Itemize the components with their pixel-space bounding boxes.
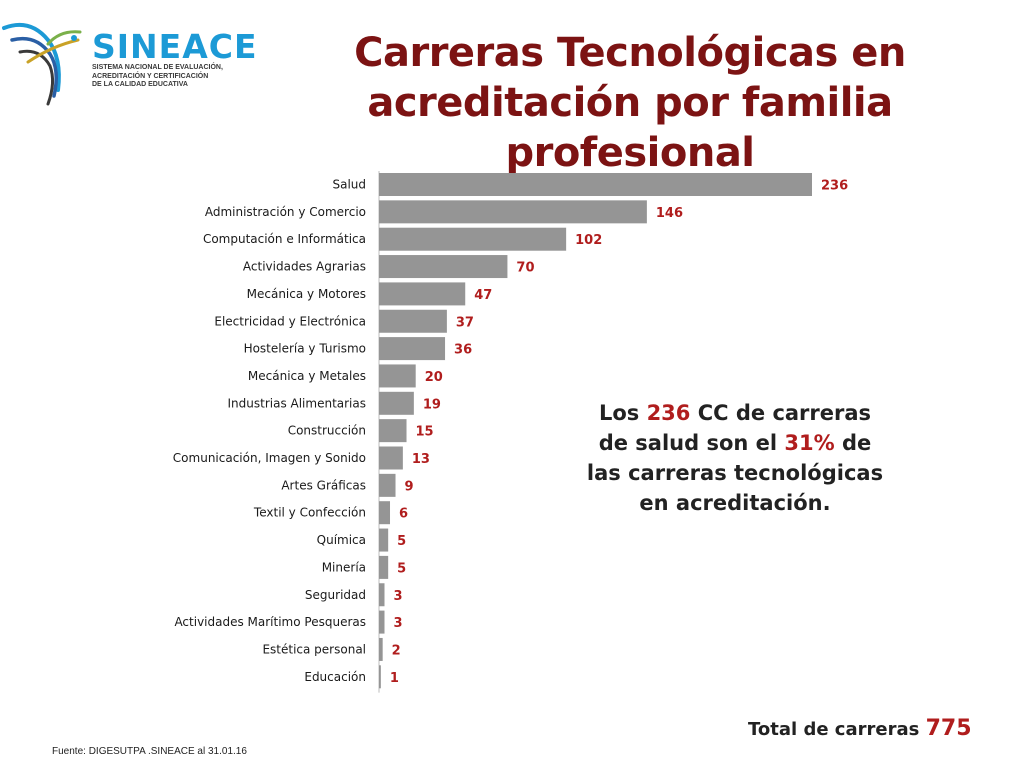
category-label: Educación — [304, 670, 366, 684]
category-label: Seguridad — [305, 588, 366, 602]
note-highlight-count: 236 — [646, 401, 691, 425]
bar — [379, 419, 407, 443]
category-label: Administración y Comercio — [205, 205, 366, 219]
value-label: 13 — [412, 452, 430, 467]
value-label: 1 — [390, 671, 399, 686]
note-text: de las carreras tecnológicas en acredita… — [586, 431, 884, 515]
logo-subtitle-line: SISTEMA NACIONAL DE EVALUACIÓN, — [92, 64, 223, 71]
note-highlight-percent: 31% — [784, 431, 835, 455]
value-label: 236 — [821, 179, 848, 194]
category-label: Textil y Confección — [253, 506, 366, 520]
bar — [379, 637, 383, 661]
bar — [379, 610, 385, 634]
category-label: Estética personal — [262, 642, 366, 656]
logo-subtitle-line: ACREDITACIÓN Y CERTIFICACIÓN — [92, 72, 209, 80]
note-text: Los — [598, 401, 647, 425]
bar — [379, 282, 466, 306]
category-label: Artes Gráficas — [281, 478, 366, 492]
bar — [379, 446, 403, 470]
value-label: 15 — [416, 425, 434, 440]
bar — [379, 255, 508, 279]
bar — [379, 528, 389, 552]
value-label: 20 — [425, 370, 443, 385]
slide-title: Carreras Tecnológicas en acreditación po… — [354, 30, 906, 176]
bar — [379, 501, 391, 525]
bar — [379, 473, 396, 497]
category-label: Química — [317, 533, 366, 547]
value-label: 19 — [423, 397, 441, 412]
bar — [379, 200, 647, 224]
value-label: 47 — [474, 288, 492, 303]
bar — [379, 391, 414, 415]
value-label: 5 — [397, 534, 406, 549]
total-label: Total de carreras — [748, 719, 926, 740]
value-label: 70 — [516, 261, 534, 276]
category-label: Actividades Marítimo Pesqueras — [174, 615, 366, 629]
value-label: 36 — [454, 343, 472, 358]
logo-text: SINEACE SISTEMA NACIONAL DE EVALUACIÓN, … — [92, 30, 258, 90]
bar — [379, 309, 447, 333]
category-label: Construcción — [288, 424, 366, 438]
value-label: 3 — [394, 616, 403, 631]
bar — [379, 665, 381, 689]
hummingbird-icon — [2, 23, 82, 106]
category-label: Hostelería y Turismo — [244, 342, 366, 356]
category-label: Actividades Agrarias — [243, 260, 366, 274]
value-label: 2 — [392, 643, 401, 658]
note-text: CC de carreras de salud son el — [598, 401, 872, 455]
bar — [379, 227, 567, 251]
logo-name: SINEACE — [92, 27, 258, 66]
sineace-logo: SINEACE SISTEMA NACIONAL DE EVALUACIÓN, … — [0, 8, 257, 108]
logo-subtitle-line: DE LA CALIDAD EDUCATIVA — [92, 81, 188, 88]
category-label: Industrias Alimentarias — [228, 396, 367, 410]
bar — [379, 364, 416, 388]
category-label: Minería — [322, 560, 366, 574]
value-label: 37 — [456, 315, 474, 330]
value-label: 102 — [575, 233, 602, 248]
bar — [379, 583, 385, 607]
category-label: Computación e Informática — [203, 232, 366, 246]
source-note: Fuente: DIGESUTPA .SINEACE al 31.01.16 — [52, 746, 247, 757]
category-label: Electricidad y Electrónica — [214, 314, 366, 328]
value-label: 6 — [399, 507, 408, 522]
category-label: Comunicación, Imagen y Sonido — [173, 451, 366, 465]
value-label: 3 — [394, 589, 403, 604]
value-label: 9 — [405, 479, 414, 494]
value-label: 146 — [656, 206, 683, 221]
category-label: Mecánica y Motores — [247, 287, 366, 301]
bar — [379, 173, 812, 196]
bar — [379, 337, 446, 361]
category-label: Salud — [332, 178, 366, 192]
value-label: 5 — [397, 561, 406, 576]
total-value: 775 — [925, 716, 972, 741]
bar — [379, 555, 389, 579]
total-careers: Total de carreras 775 — [748, 716, 972, 741]
category-label: Mecánica y Metales — [248, 369, 366, 383]
highlight-note: Los 236 CC de carreras de salud son el 3… — [585, 398, 885, 518]
